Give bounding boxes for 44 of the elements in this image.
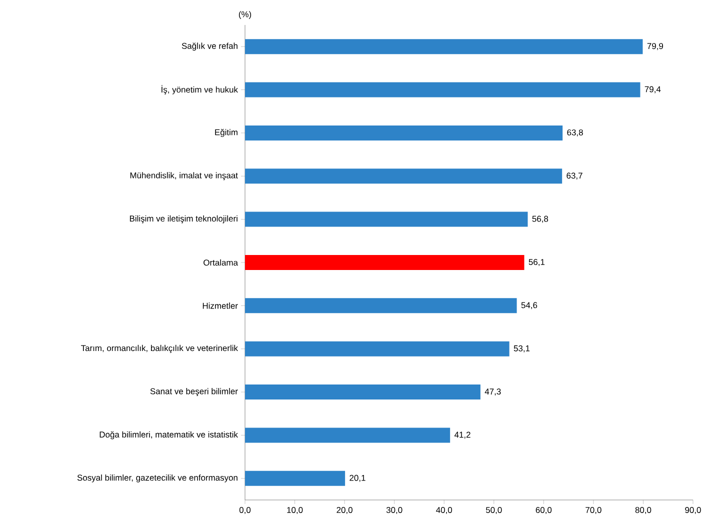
y-tick-label: Hizmetler [202, 302, 238, 309]
bar [245, 298, 517, 314]
x-tick-label: 60,0 [536, 507, 552, 514]
data-label: 54,6 [521, 302, 538, 310]
y-tick-label: Sanat ve beşeri bilimler [150, 388, 238, 396]
data-label: 63,7 [566, 172, 582, 180]
data-label: 41,2 [454, 432, 470, 439]
x-axis-title: (%) [238, 11, 252, 19]
y-tick-label: Tarım, ormancılık, balıkçılık ve veterinerlik [80, 344, 238, 353]
data-label: 20,1 [350, 474, 366, 482]
bar [245, 384, 480, 400]
y-tick-label: Mühendislik, imalat ve inşaat [130, 172, 238, 180]
y-tick-label: Bilişim ve iletişim teknolojileri [130, 215, 238, 224]
x-tick-label: 20,0 [336, 507, 352, 514]
bar [245, 212, 528, 227]
data-label: 47,3 [484, 388, 501, 396]
data-label: 63,8 [567, 129, 583, 136]
data-label: 56,1 [528, 258, 545, 266]
bar [245, 125, 563, 140]
x-tick-label: 10,0 [287, 507, 303, 514]
y-tick-label: Doğa bilimleri, matematik ve istatistik [100, 431, 238, 440]
x-tick-label: 80,0 [635, 507, 652, 514]
bar [245, 428, 450, 443]
bar [245, 254, 524, 270]
data-label: 53,1 [514, 345, 530, 352]
x-tick-label: 90,0 [685, 507, 701, 514]
data-label: 79,9 [647, 43, 664, 50]
y-tick-label: Sağlık ve refah [182, 42, 238, 51]
bar [245, 341, 510, 356]
data-label: 56,8 [532, 216, 548, 223]
x-tick-label: 0,0 [239, 507, 251, 514]
bar [245, 82, 640, 98]
bar [245, 470, 346, 486]
y-tick-label: Ortalama [204, 259, 238, 266]
bar [245, 39, 643, 54]
y-tick-label: Sosyal bilimler, gazetecilik ve enformasyon [77, 474, 238, 482]
bar [245, 168, 562, 184]
x-tick-label: 50,0 [486, 507, 502, 514]
x-tick-label: 40,0 [436, 507, 452, 514]
y-tick-label: Eğitim [215, 128, 238, 137]
x-tick-label: 70,0 [586, 507, 602, 514]
y-tick-label: İş, yönetim ve hukuk [162, 85, 238, 94]
x-tick-label: 30,0 [386, 507, 402, 514]
data-label: 79,4 [644, 86, 661, 94]
